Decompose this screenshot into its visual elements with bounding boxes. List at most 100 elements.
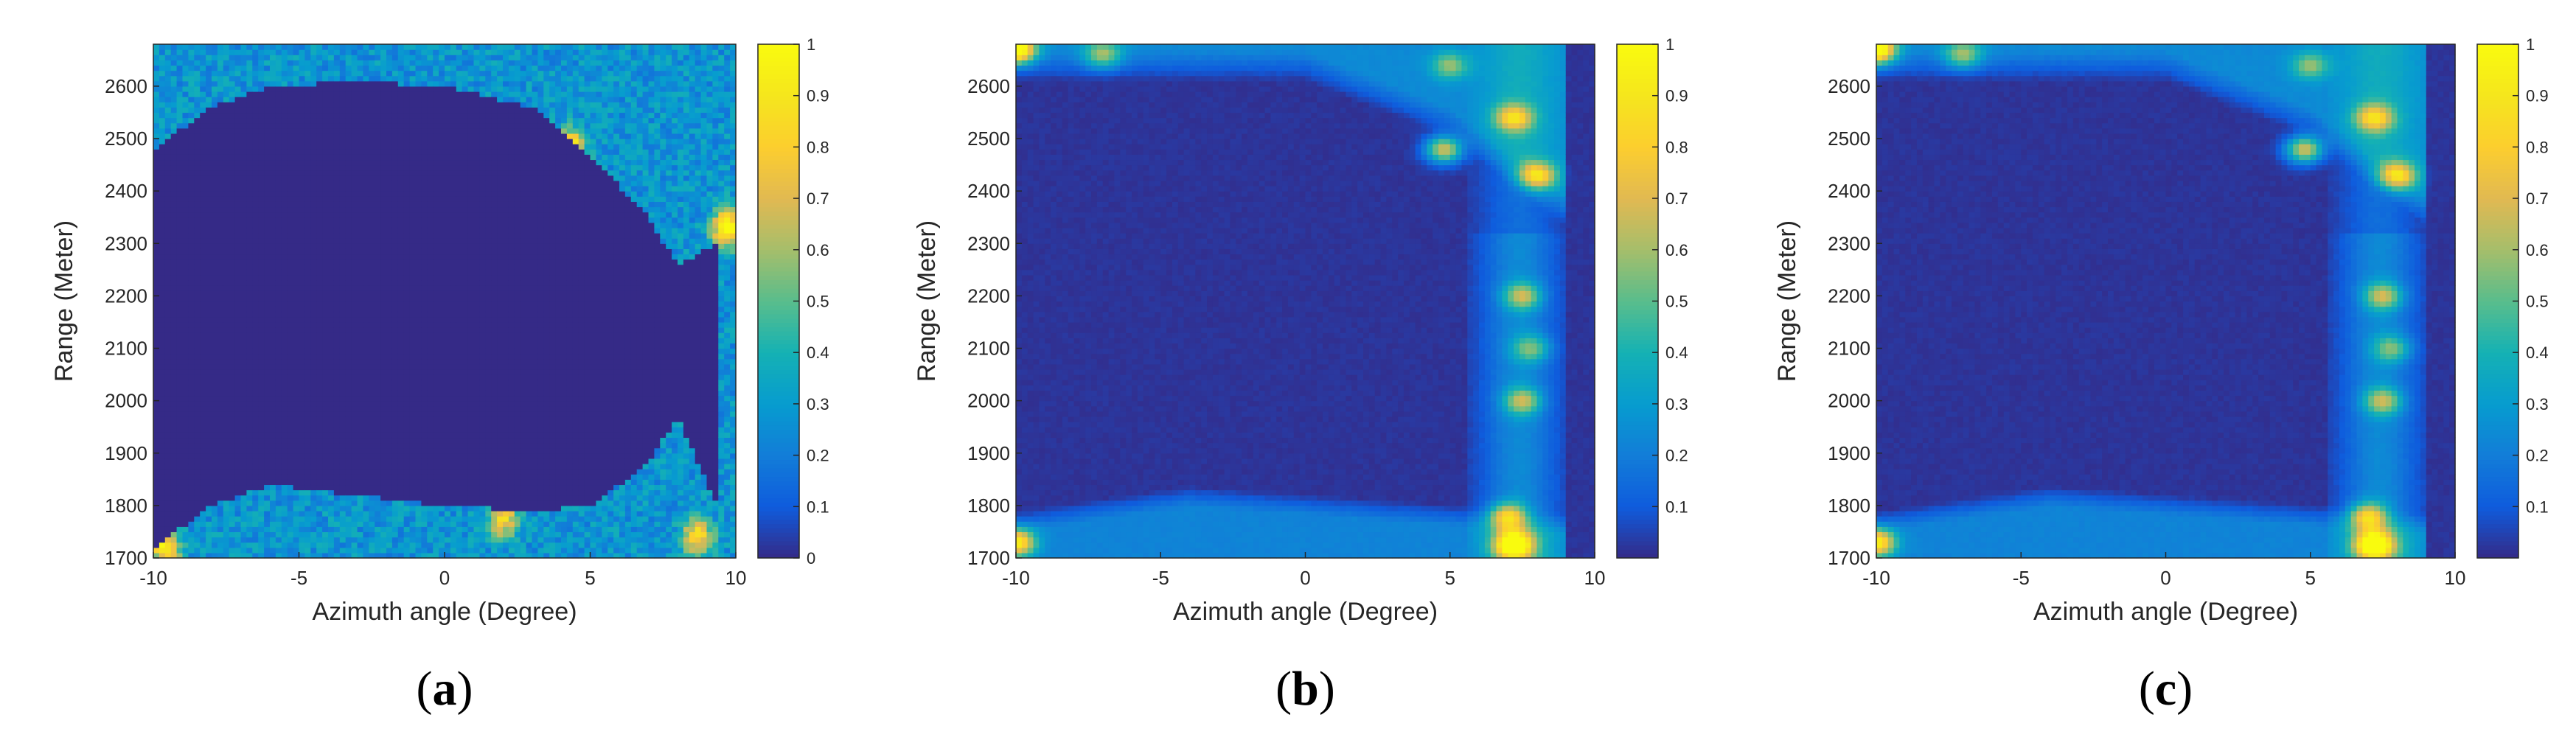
heatmap-cell [165,44,172,50]
heatmap-cell [194,312,201,318]
heatmap-cell [206,265,212,270]
heatmap-cell [171,443,178,449]
heatmap-cell [194,317,201,323]
heatmap-cell [200,123,206,129]
heatmap-cell [177,149,184,155]
heatmap-cell [246,201,253,207]
heatmap-cell [246,175,253,181]
heatmap-cell [241,248,248,254]
heatmap-cell [183,228,189,234]
heatmap-cell [188,484,195,490]
heatmap-cell [153,495,160,501]
heatmap-cell [194,500,201,506]
heatmap-cell [200,332,206,338]
heatmap-cell [206,55,212,60]
heatmap-cell [223,275,230,281]
heatmap-cell [235,469,242,475]
heatmap-cell [153,49,160,55]
heatmap-cell [194,406,201,412]
heatmap-cell [217,411,224,417]
heatmap-cell [188,49,195,55]
heatmap-cell [217,65,224,71]
heatmap-cell [171,332,178,338]
heatmap-cell [200,107,206,113]
heatmap-cell [153,196,160,202]
heatmap-cell [165,285,172,291]
heatmap-cell [171,71,178,77]
heatmap-cell [252,453,259,459]
heatmap-cell [188,107,195,113]
heatmap-cell [241,448,248,454]
heatmap-cell [241,60,248,66]
heatmap-cell [171,206,178,212]
heatmap-cell [171,343,178,349]
heatmap-cell [177,49,184,55]
heatmap-cell [206,312,212,318]
heatmap-cell [153,107,160,113]
heatmap-cell [206,338,212,343]
heatmap-cell [159,165,166,171]
heatmap-cell [223,354,230,360]
heatmap-cell [177,290,184,296]
heatmap-cell [229,369,236,375]
heatmap-cell [212,390,218,396]
heatmap-cell [217,484,224,490]
heatmap-cell [194,369,201,375]
heatmap-cell [188,369,195,375]
heatmap-cell [153,380,160,385]
heatmap-cell [171,275,178,281]
heatmap-cell [206,175,212,181]
heatmap-cell [188,139,195,144]
heatmap-cell [206,500,212,506]
heatmap-cell [171,453,178,459]
heatmap-cell [153,474,160,480]
heatmap-cell [229,464,236,470]
heatmap-cell [206,495,212,501]
heatmap-cell [212,133,218,139]
heatmap-cell [235,86,242,92]
heatmap-cell [194,91,201,97]
heatmap-cell [183,443,189,449]
heatmap-cell [235,76,242,82]
heatmap-cell [200,484,206,490]
heatmap-cell [246,474,253,480]
heatmap-cell [153,322,160,328]
heatmap-cell [188,102,195,108]
heatmap-cell [165,144,172,150]
heatmap-cell [171,181,178,186]
heatmap-cell [188,479,195,485]
heatmap-cell [183,526,189,532]
heatmap-cell [241,396,248,402]
heatmap-cell [194,343,201,349]
heatmap-cell [194,479,201,485]
heatmap-cell [171,369,178,375]
heatmap-cell [206,490,212,496]
heatmap-cell [200,537,206,543]
heatmap-cell [183,65,189,71]
heatmap-cell [171,506,178,512]
heatmap-cell [212,516,218,522]
heatmap-cell [212,49,218,55]
heatmap-cell [159,76,166,82]
heatmap-cell [252,531,259,537]
heatmap-cell [229,60,236,66]
heatmap-cell [183,343,189,349]
heatmap-cell [217,259,224,265]
heatmap-cell [217,186,224,192]
heatmap-cell [194,542,201,548]
heatmap-cell [212,479,218,485]
heatmap-cell [252,490,259,496]
heatmap-cell [188,60,195,66]
heatmap-cell [241,181,248,186]
heatmap-cell [159,275,166,281]
heatmap-cell [252,317,259,323]
heatmap-cell [229,390,236,396]
heatmap-cell [165,206,172,212]
heatmap-cell [188,385,195,391]
heatmap-cell [194,296,201,301]
heatmap-cell [159,500,166,506]
heatmap-cell [241,285,248,291]
heatmap-cell [212,437,218,443]
heatmap-cell [229,317,236,323]
heatmap-cell [165,238,172,244]
